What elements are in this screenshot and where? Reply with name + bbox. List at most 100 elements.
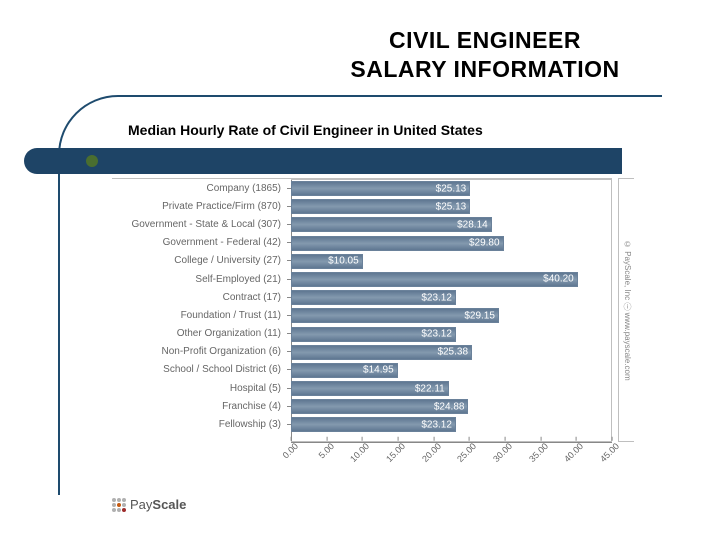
logo-dot: [122, 503, 126, 507]
bar-area: $10.05: [291, 252, 612, 270]
bar-area: $14.95: [291, 361, 612, 379]
logo-dot: [122, 508, 126, 512]
x-tick-label: 15.00: [379, 441, 407, 469]
bar-value-label: $25.13: [436, 183, 467, 194]
logo-dot: [112, 508, 116, 512]
bar-area: $23.12: [291, 288, 612, 306]
logo-text: PayScale: [130, 497, 186, 512]
logo-dot: [112, 498, 116, 502]
bar-value-label: $40.20: [543, 274, 574, 285]
bar-area: $29.15: [291, 306, 612, 324]
bar-value-label: $23.12: [421, 329, 452, 340]
category-label: Other Organization (11): [112, 328, 287, 339]
bar-value-label: $25.38: [437, 347, 468, 358]
bar-value-label: $14.95: [363, 365, 394, 376]
category-label: Government - Federal (42): [112, 237, 287, 248]
logo-dot: [122, 498, 126, 502]
chart-subtitle: Median Hourly Rate of Civil Engineer in …: [128, 122, 483, 138]
payscale-logo: PayScale: [112, 497, 186, 512]
category-label: Contract (17): [112, 292, 287, 303]
logo-dot: [117, 508, 121, 512]
category-label: Fellowship (3): [112, 419, 287, 430]
bar-value-label: $22.11: [415, 383, 445, 394]
bar-area: $24.88: [291, 397, 612, 415]
category-label: Self-Employed (21): [112, 274, 287, 285]
bar: $25.38: [291, 345, 472, 360]
category-label: Hospital (5): [112, 383, 287, 394]
x-tick-label: 40.00: [557, 441, 585, 469]
logo-dot: [112, 503, 116, 507]
chart-row: Franchise (4) $24.88: [112, 397, 612, 415]
category-label: Private Practice/Firm (870): [112, 201, 287, 212]
chart-row: Company (1865) $25.13: [112, 179, 612, 197]
bar: $28.14: [291, 217, 492, 232]
bar-area: $29.80: [291, 234, 612, 252]
heading-band: [24, 148, 622, 174]
chart-row: Contract (17) $23.12: [112, 288, 612, 306]
bar-area: $23.12: [291, 415, 612, 433]
logo-text-pay: Pay: [130, 497, 152, 512]
category-label: Foundation / Trust (11): [112, 310, 287, 321]
bar: $23.12: [291, 417, 456, 432]
bullet-disc: [86, 155, 98, 167]
bar: $29.15: [291, 308, 499, 323]
bar-area: $40.20: [291, 270, 612, 288]
logo-dot: [117, 503, 121, 507]
chart-row: Hospital (5) $22.11: [112, 379, 612, 397]
category-label: Company (1865): [112, 183, 287, 194]
bar: $40.20: [291, 272, 578, 287]
chart-row: Non-Profit Organization (6) $25.38: [112, 343, 612, 361]
x-tick-label: 10.00: [343, 441, 371, 469]
chart-row: Other Organization (11) $23.12: [112, 325, 612, 343]
bar-value-label: $10.05: [328, 256, 359, 267]
title-line-2: SALARY INFORMATION: [300, 55, 670, 84]
x-tick-label: 35.00: [521, 441, 549, 469]
bar-area: $25.13: [291, 179, 612, 197]
chart-row: Self-Employed (21) $40.20: [112, 270, 612, 288]
x-tick-label: 20.00: [414, 441, 442, 469]
bar-value-label: $28.14: [457, 219, 488, 230]
bar-value-label: $29.80: [469, 238, 500, 249]
slide-title: CIVIL ENGINEER SALARY INFORMATION: [300, 26, 670, 84]
bar-area: $23.12: [291, 325, 612, 343]
chart-row: College / University (27) $10.05: [112, 252, 612, 270]
bar-value-label: $25.13: [436, 201, 467, 212]
bar-value-label: $29.15: [464, 310, 495, 321]
logo-dot: [117, 498, 121, 502]
chart-row: Foundation / Trust (11) $29.15: [112, 306, 612, 324]
category-label: Government - State & Local (307): [112, 219, 287, 230]
bar: $23.12: [291, 327, 456, 342]
bar-value-label: $24.88: [434, 401, 465, 412]
bar: $24.88: [291, 399, 468, 414]
chart-plot-area: Company (1865) $25.13 Private Practice/Fir…: [112, 178, 612, 442]
category-label: School / School District (6): [112, 364, 287, 375]
category-label: College / University (27): [112, 255, 287, 266]
x-tick-label: 5.00: [307, 441, 335, 469]
logo-dots-icon: [112, 498, 126, 512]
chart-row: Government - Federal (42) $29.80: [112, 234, 612, 252]
bar: $23.12: [291, 290, 456, 305]
category-label: Non-Profit Organization (6): [112, 346, 287, 357]
chart-row: Fellowship (3) $23.12: [112, 415, 612, 433]
bar-value-label: $23.12: [421, 292, 452, 303]
x-axis-line: [291, 442, 612, 443]
bar: $29.80: [291, 236, 504, 251]
x-tick-label: 30.00: [486, 441, 514, 469]
bar-area: $25.38: [291, 343, 612, 361]
bar: $25.13: [291, 199, 470, 214]
x-tick-label: 25.00: [450, 441, 478, 469]
chart-row: Government - State & Local (307) $28.14: [112, 215, 612, 233]
logo-text-scale: Scale: [152, 497, 186, 512]
chart-row: School / School District (6) $14.95: [112, 361, 612, 379]
category-label: Franchise (4): [112, 401, 287, 412]
x-tick-label: 45.00: [593, 441, 621, 469]
bar-area: $28.14: [291, 215, 612, 233]
bar-area: $25.13: [291, 197, 612, 215]
x-tick-label: 0.00: [272, 441, 300, 469]
bar-area: $22.11: [291, 379, 612, 397]
title-line-1: CIVIL ENGINEER: [300, 26, 670, 55]
bar: $10.05: [291, 254, 363, 269]
copyright-strip: © PayScale, Inc ⓘ www.payscale.com: [618, 178, 634, 442]
salary-bar-chart: Company (1865) $25.13 Private Practice/Fir…: [112, 178, 632, 462]
bar: $14.95: [291, 363, 398, 378]
